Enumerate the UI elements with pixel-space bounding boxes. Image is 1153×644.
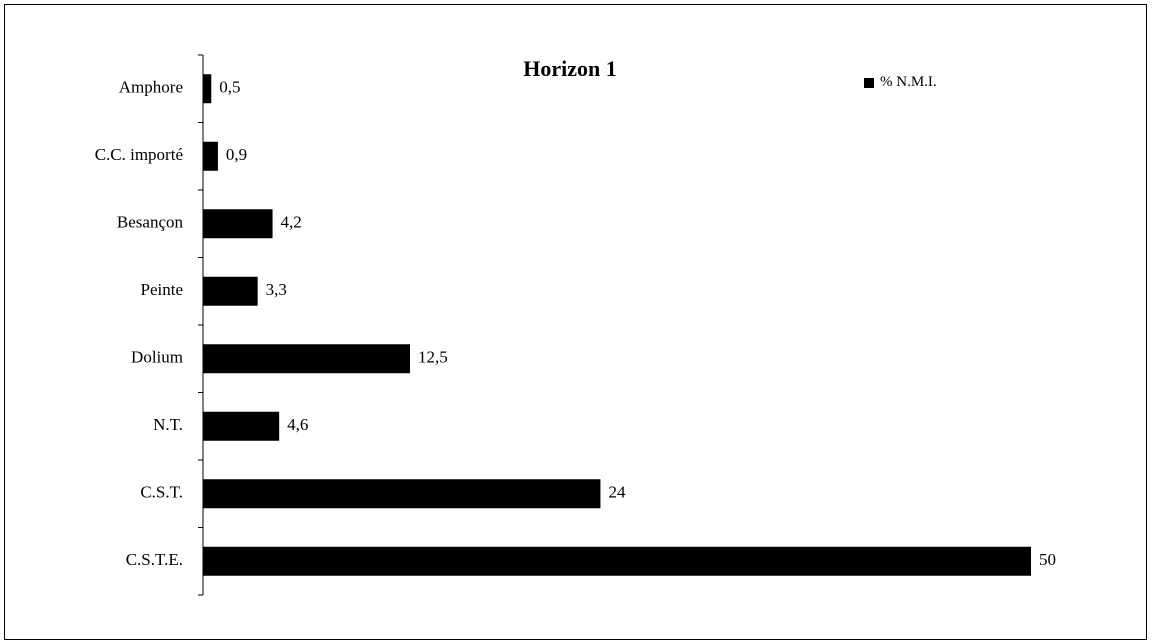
- chart-title: Horizon 1: [523, 56, 617, 81]
- data-label: 50: [1039, 550, 1056, 569]
- category-label: N.T.: [153, 415, 183, 434]
- data-label: 12,5: [418, 348, 448, 367]
- data-label: 0,9: [226, 145, 247, 164]
- category-label: C.S.T.: [140, 483, 183, 502]
- bar: [203, 209, 273, 239]
- chart-frame: [4, 4, 1147, 640]
- category-label: Amphore: [119, 78, 183, 97]
- bar: [203, 74, 212, 104]
- bar: [203, 546, 1031, 576]
- bar: [203, 141, 218, 171]
- bar: [203, 479, 601, 509]
- data-label: 4,2: [281, 213, 302, 232]
- legend: % N.M.I.: [864, 74, 937, 91]
- data-label: 4,6: [287, 415, 308, 434]
- category-label: Peinte: [141, 280, 184, 299]
- category-label: Dolium: [131, 348, 183, 367]
- category-label: Besançon: [117, 213, 184, 232]
- data-label: 24: [608, 483, 626, 502]
- bar: [203, 276, 258, 306]
- legend-label: % N.M.I.: [880, 74, 937, 90]
- bar: [203, 411, 280, 441]
- data-label: 0,5: [219, 78, 240, 97]
- legend-swatch: [864, 77, 874, 88]
- category-label: C.S.T.E.: [126, 550, 183, 569]
- category-label: C.C. importé: [95, 145, 183, 164]
- data-label: 3,3: [266, 280, 287, 299]
- bar: [203, 344, 410, 374]
